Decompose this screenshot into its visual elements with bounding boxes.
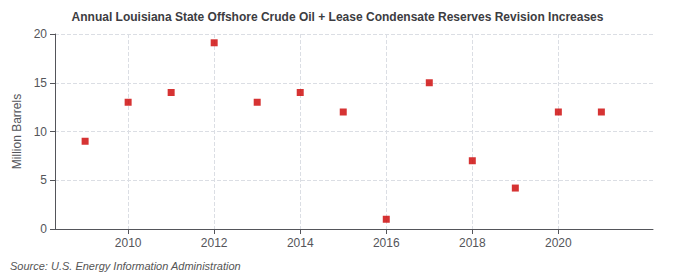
- svg-text:2012: 2012: [201, 236, 228, 250]
- svg-text:15: 15: [34, 76, 48, 90]
- svg-text:2016: 2016: [373, 236, 400, 250]
- svg-text:Annual Louisiana State Offshor: Annual Louisiana State Offshore Crude Oi…: [72, 10, 604, 24]
- svg-text:10: 10: [34, 125, 48, 139]
- svg-text:2014: 2014: [287, 236, 314, 250]
- svg-text:5: 5: [40, 173, 47, 187]
- svg-text:20: 20: [34, 27, 48, 41]
- svg-text:0: 0: [40, 222, 47, 236]
- svg-text:Million Barrels: Million Barrels: [10, 94, 24, 169]
- svg-text:2020: 2020: [545, 236, 572, 250]
- svg-text:Source: U.S. Energy Informatio: Source: U.S. Energy Information Administ…: [10, 260, 241, 272]
- svg-text:2010: 2010: [115, 236, 142, 250]
- svg-text:2018: 2018: [459, 236, 486, 250]
